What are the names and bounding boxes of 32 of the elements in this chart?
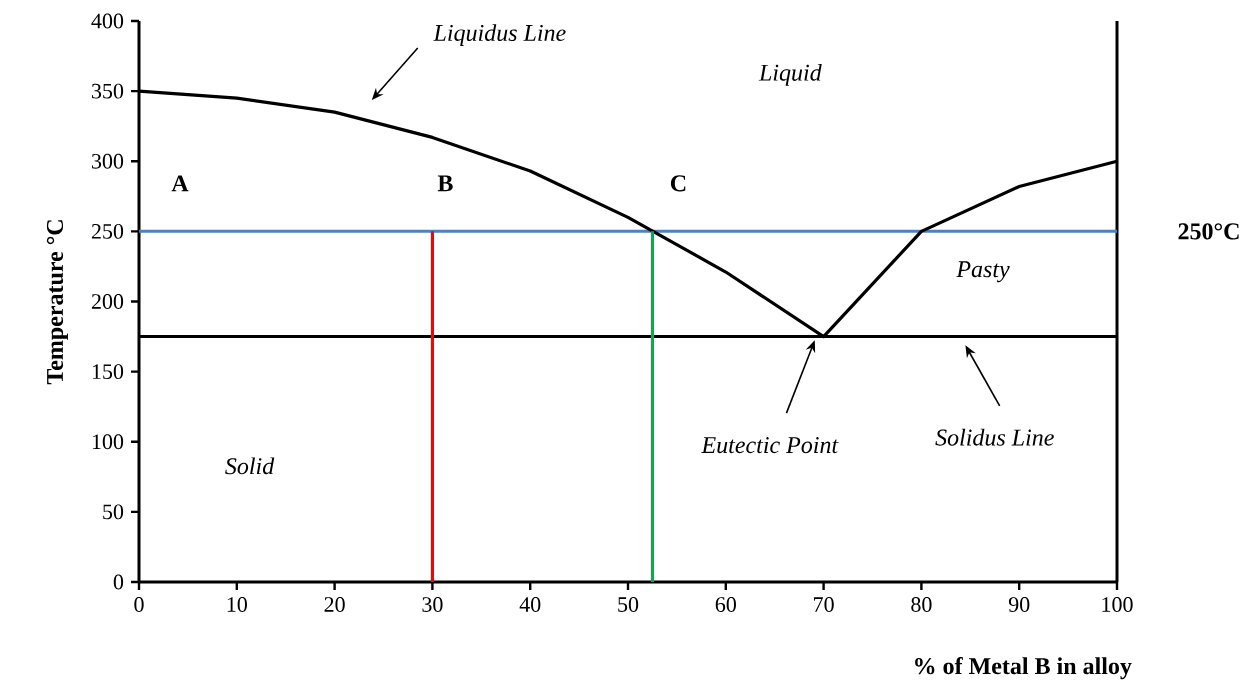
y-tick-label: 350 <box>92 83 124 99</box>
x-tick-label: 100 <box>1102 597 1133 612</box>
x-tick-label: 20 <box>324 597 345 612</box>
y-tick-label: 150 <box>92 364 124 380</box>
annotation: B <box>437 175 453 192</box>
x-tick-label: 50 <box>618 597 639 612</box>
x-tick-label: 0 <box>134 597 144 612</box>
annotation: Liquid <box>758 63 822 86</box>
annotation: Solidus Line <box>935 428 1054 446</box>
y-tick-label: 250 <box>91 223 124 239</box>
x-tick-label: 80 <box>911 597 932 612</box>
y-tick-label: 50 <box>103 504 124 520</box>
ref-line-label: 250°C <box>1178 223 1239 240</box>
annotation: Pasty <box>956 261 1010 283</box>
y-tick-label: 400 <box>91 13 124 29</box>
y-axis-title: Temperature °C <box>46 220 68 385</box>
y-tick-label: 100 <box>92 434 124 450</box>
annotation: C <box>670 175 686 192</box>
x-tick-label: 70 <box>814 597 834 612</box>
y-tick-label: 0 <box>113 574 124 590</box>
annotation: A <box>171 175 189 192</box>
y-tick-label: 300 <box>92 153 124 169</box>
x-tick-label: 60 <box>715 597 736 612</box>
x-tick-label: 40 <box>519 597 541 612</box>
annotation: Solid <box>225 457 275 475</box>
x-tick-label: 90 <box>1008 597 1030 612</box>
y-tick-label: 200 <box>91 294 124 309</box>
annotation: Liquidus Line <box>433 24 566 46</box>
x-axis-title: % of Metal B in alloy <box>915 657 1132 680</box>
annotation: Eutectic Point <box>701 437 839 454</box>
x-tick-label: 10 <box>227 597 247 612</box>
x-tick-label: 30 <box>422 597 443 612</box>
